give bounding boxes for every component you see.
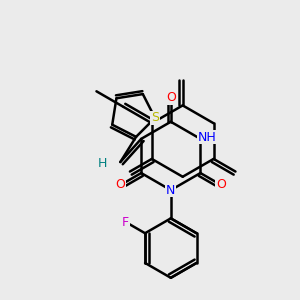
Text: O: O bbox=[216, 178, 226, 191]
Text: H: H bbox=[98, 157, 107, 170]
Text: O: O bbox=[166, 92, 176, 104]
Text: S: S bbox=[151, 111, 159, 124]
Text: F: F bbox=[122, 216, 129, 229]
Text: O: O bbox=[116, 178, 125, 191]
Text: NH: NH bbox=[198, 131, 216, 144]
Text: N: N bbox=[166, 184, 176, 196]
